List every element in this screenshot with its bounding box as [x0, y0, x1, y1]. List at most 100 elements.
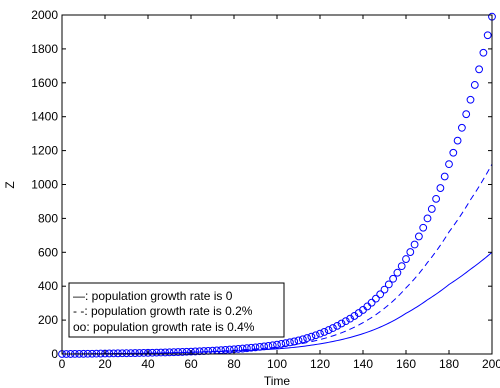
x-axis-label: Time [264, 374, 291, 388]
series-2-point-14 [118, 349, 127, 358]
x-tick-label-9: 180 [439, 357, 459, 371]
series-2-point-60 [316, 329, 324, 338]
series-2-point-15 [122, 349, 131, 358]
series-2-point-98 [479, 48, 488, 57]
series-2-point-54 [290, 337, 299, 346]
series-2-point-47 [260, 342, 269, 351]
y-tick-label-6: 1200 [31, 144, 58, 158]
legend-entry-2: oo: population growth rate is 0.4% [73, 320, 255, 334]
series-2-point-82 [410, 240, 419, 249]
y-axis-label: Z [3, 181, 17, 188]
series-2-point-83 [415, 232, 423, 241]
series-2-point-95 [466, 95, 475, 104]
legend-entry-1: - -: population growth rate is 0.2% [73, 304, 253, 318]
series-2-point-28 [178, 348, 187, 356]
y-tick-label-7: 1400 [31, 110, 58, 124]
series-2-point-49 [268, 341, 277, 350]
y-tick-label-2: 400 [38, 279, 58, 293]
x-tick-label-4: 80 [227, 357, 241, 371]
x-tick-label-0: 0 [59, 357, 66, 371]
series-2-point-57 [303, 334, 312, 342]
series-2-point-46 [255, 342, 264, 351]
series-2-point-52 [281, 339, 290, 348]
series-2-point-26 [169, 348, 178, 357]
series-2-point-62 [324, 326, 333, 334]
series-2-point-89 [440, 172, 449, 181]
series-2-point-96 [470, 81, 479, 89]
y-tick-label-4: 800 [38, 211, 58, 225]
series-2-point-20 [144, 348, 152, 357]
series-2-point-19 [139, 349, 148, 357]
series-2-point-73 [372, 294, 380, 303]
series-2-point-29 [182, 347, 191, 356]
series-1-line [61, 163, 493, 355]
y-tick-label-9: 1800 [31, 42, 58, 56]
series-2-point-87 [432, 194, 441, 203]
series-2-point-39 [225, 345, 234, 354]
series-2-point-41 [234, 345, 243, 353]
series-2-point-38 [221, 345, 230, 354]
x-tick-label-10: 200 [482, 357, 500, 371]
series-2-point-80 [402, 255, 410, 263]
legend-box [68, 282, 285, 338]
series-2-point-44 [247, 343, 256, 352]
series-2-point-74 [376, 290, 385, 299]
series-2-point-53 [286, 338, 294, 347]
series-2-point-94 [462, 110, 471, 119]
series-2-point-65 [337, 319, 346, 328]
series-2-point-13 [114, 349, 122, 358]
legend: —: population growth rate is 0 - -: popu… [68, 282, 285, 338]
x-tick-label-2: 40 [141, 357, 155, 371]
series-2-point-66 [341, 317, 350, 326]
series-2-point-55 [294, 336, 303, 345]
series-2-point-93 [458, 123, 466, 132]
series-2-point-88 [436, 184, 445, 192]
series-2-point-79 [397, 262, 406, 271]
x-tick-label-1: 20 [98, 357, 112, 371]
series-2-point-31 [191, 347, 200, 356]
series-2-point-30 [187, 347, 195, 356]
series-2-point-11 [105, 349, 114, 358]
series-2-point-58 [307, 332, 316, 341]
series-2-point-86 [427, 205, 436, 213]
legend-entry-0: —: population growth rate is 0 [73, 289, 233, 303]
series-2-point-42 [238, 344, 247, 353]
series-2-point-21 [148, 348, 157, 357]
x-tick-label-5: 100 [267, 357, 287, 371]
series-2-point-59 [311, 331, 320, 340]
series-2-point-22 [152, 348, 161, 357]
series-2-point-48 [264, 341, 273, 350]
x-tick-label-8: 160 [396, 357, 416, 371]
series-2-point-51 [277, 340, 286, 348]
series-2-point-72 [367, 298, 376, 307]
series-2-point-85 [423, 214, 432, 223]
series-2-point-56 [298, 335, 307, 344]
series-2-point-43 [243, 344, 251, 353]
y-tick-label-10: 2000 [31, 8, 58, 22]
y-tick-label-1: 200 [38, 313, 58, 327]
series-2-point-61 [320, 328, 329, 336]
series-2-point-78 [393, 268, 402, 277]
series-2-point-90 [445, 160, 453, 169]
series-2-point-64 [333, 321, 342, 330]
x-tick-label-6: 120 [310, 357, 330, 371]
y-tick-label-3: 600 [38, 245, 58, 259]
x-tick-label-7: 140 [353, 357, 373, 371]
series-2-point-12 [109, 349, 118, 358]
series-2-point-32 [195, 347, 204, 356]
series-2-point-25 [165, 348, 174, 357]
series-2-point-75 [380, 285, 389, 294]
series-2-point-81 [406, 248, 415, 256]
y-tick-label-8: 1600 [31, 76, 58, 90]
series-2-point-23 [157, 348, 165, 357]
series-2-point-97 [475, 65, 484, 74]
series-2-point-71 [363, 302, 372, 311]
series-2-point-16 [126, 349, 135, 358]
series-2-point-45 [251, 343, 260, 352]
series-2-point-24 [161, 348, 170, 357]
series-2-point-76 [384, 280, 393, 289]
series-2-point-67 [346, 314, 355, 323]
series-2-point-77 [389, 274, 398, 283]
series-2-point-50 [273, 340, 281, 349]
